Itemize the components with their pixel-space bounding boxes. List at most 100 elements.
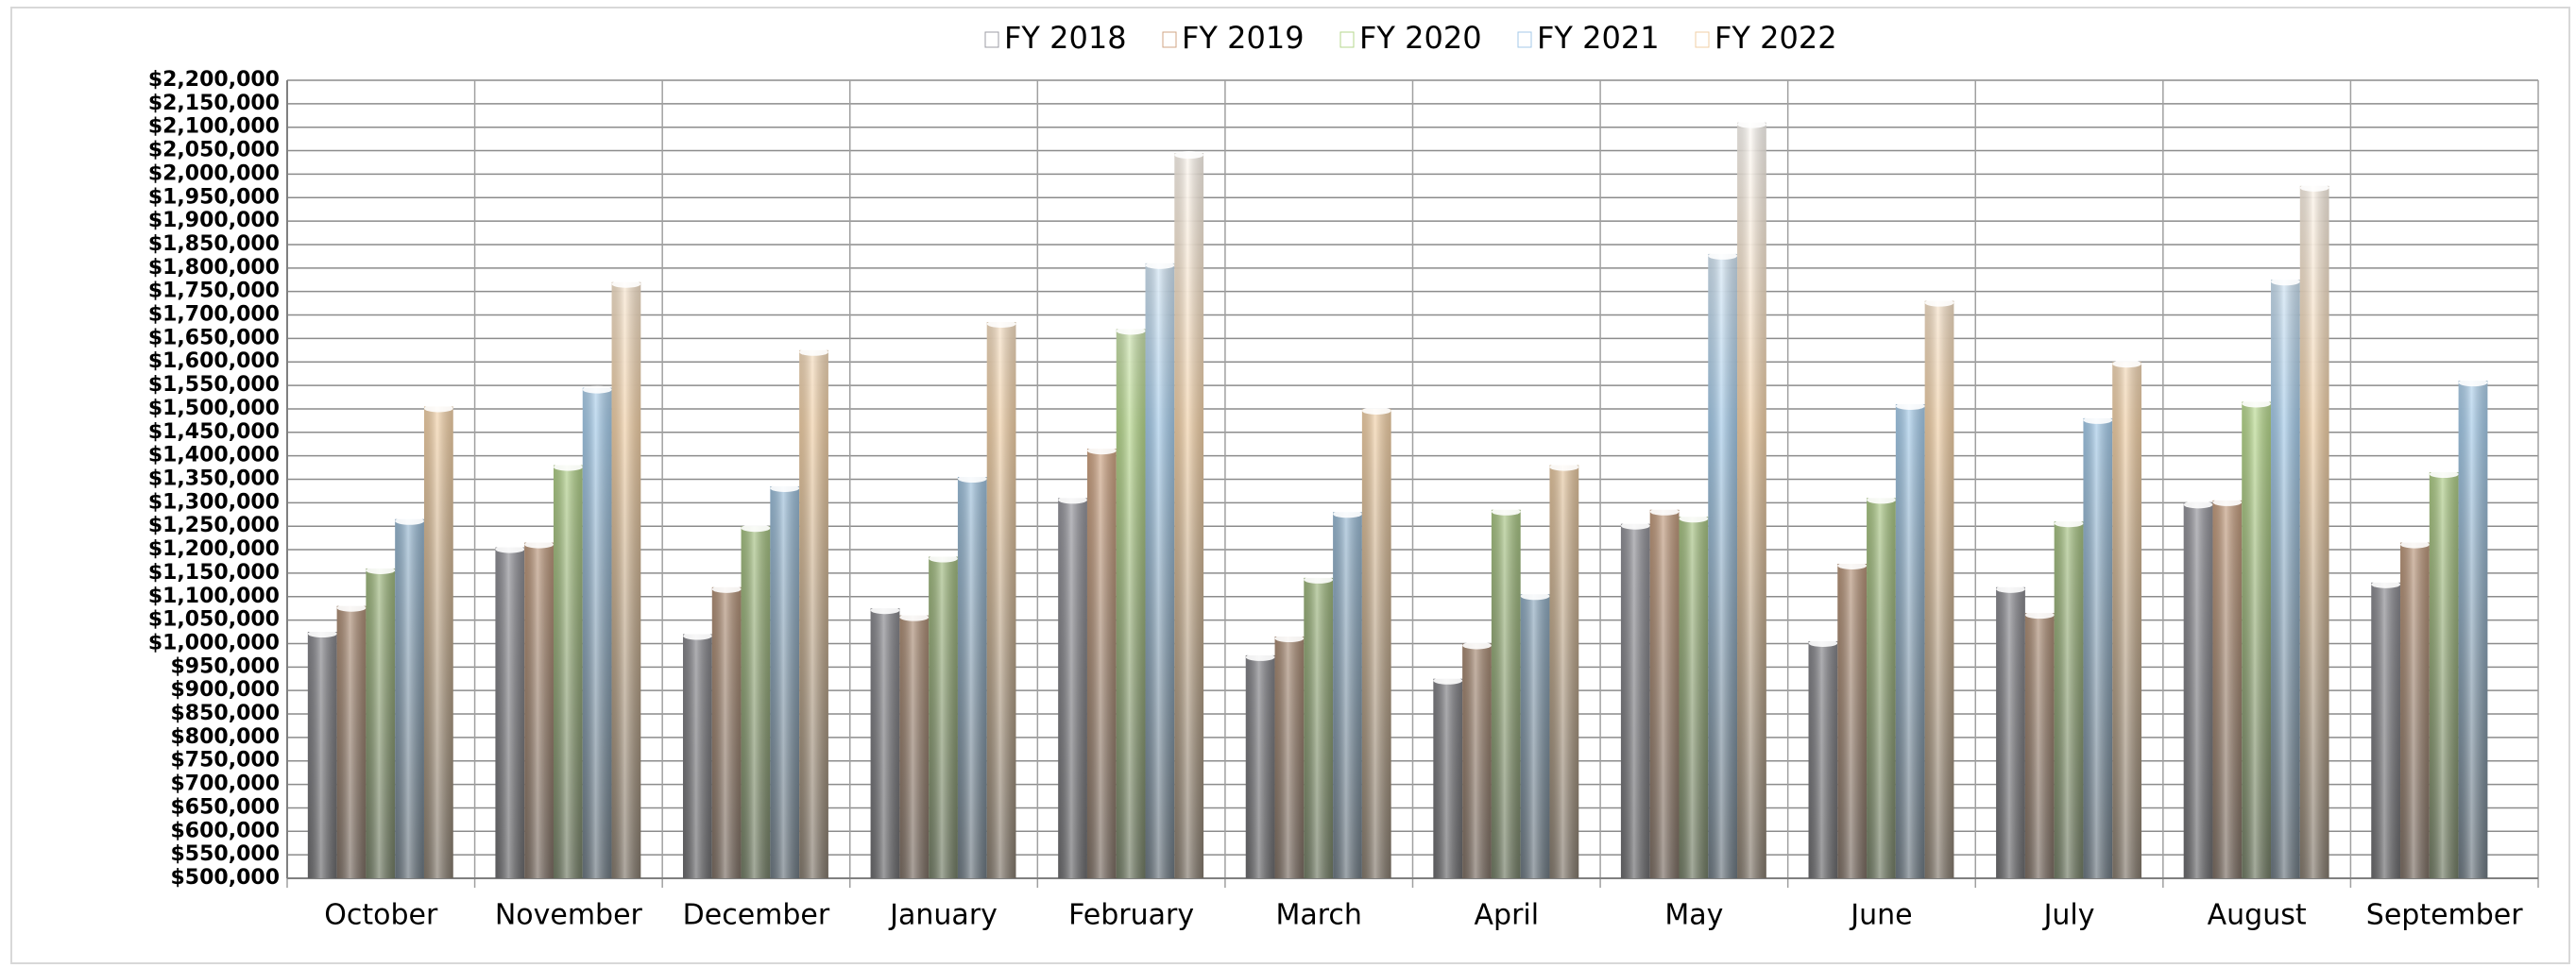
bar-cap	[2212, 498, 2243, 506]
bar-shade	[957, 477, 987, 878]
legend-label: FY 2021	[1537, 20, 1660, 56]
bar-cap	[1245, 653, 1275, 661]
y-tick-label: $1,650,000	[148, 326, 280, 349]
bar-shade	[899, 615, 930, 878]
bar-shade	[611, 281, 641, 878]
legend-label: FY 2022	[1714, 20, 1837, 56]
x-tick-label: August	[2208, 899, 2307, 932]
bar-shade	[2212, 500, 2243, 878]
bar-shade	[336, 605, 367, 878]
bar-cap	[495, 545, 525, 553]
bar-cap	[986, 319, 1016, 328]
bar-cap	[336, 603, 367, 612]
bar-cap	[1808, 638, 1838, 647]
bar-shade	[366, 568, 396, 878]
x-tick-label: May	[1664, 899, 1723, 932]
bar-cap	[1361, 406, 1391, 415]
bar-shade	[2183, 502, 2213, 878]
bar-shade	[2299, 185, 2329, 878]
y-tick-label: $1,300,000	[148, 490, 280, 514]
bar-shade	[1333, 512, 1362, 878]
y-tick-label: $900,000	[170, 678, 280, 702]
bar-cap	[2429, 470, 2459, 479]
bar-shade	[1924, 300, 1954, 878]
bar-shade	[929, 556, 958, 878]
bar-cap	[1145, 261, 1175, 269]
bar-cap	[899, 613, 930, 621]
bar-cap	[1620, 521, 1650, 530]
bar-cap	[1058, 496, 1087, 504]
bar-shade	[770, 485, 800, 878]
bar-cap	[1867, 496, 1896, 504]
bar-cap	[741, 524, 771, 533]
bar-shade	[1679, 517, 1709, 878]
bar-cap	[957, 475, 987, 484]
legend-label: FY 2019	[1182, 20, 1305, 56]
bar-cap	[582, 385, 612, 394]
bar-shade	[553, 465, 583, 878]
bar-shade	[1520, 594, 1550, 878]
bar-cap	[2083, 416, 2113, 424]
bar-cap	[1274, 635, 1305, 643]
bar-shade	[1895, 403, 1925, 878]
y-tick-label: $1,950,000	[148, 185, 280, 209]
y-tick-label: $600,000	[170, 819, 280, 842]
y-tick-label: $700,000	[170, 773, 280, 796]
bar-cap	[2371, 580, 2401, 588]
y-tick-label: $1,550,000	[148, 373, 280, 397]
x-tick-label: April	[1475, 899, 1540, 932]
bar-shade	[2371, 582, 2401, 878]
y-tick-label: $950,000	[170, 654, 280, 678]
x-tick-label: July	[2042, 899, 2095, 932]
bar-shade	[1245, 654, 1275, 878]
x-tick-label: September	[2366, 899, 2523, 932]
bar-shade	[2054, 521, 2084, 878]
bar-shade	[2083, 417, 2113, 878]
bar-shade	[1549, 465, 1579, 878]
y-tick-label: $1,900,000	[148, 209, 280, 232]
bar-cap	[1304, 575, 1334, 584]
y-tick-label: $1,100,000	[148, 585, 280, 608]
bar-shade	[1361, 408, 1391, 878]
x-tick-label: November	[495, 899, 643, 932]
bar-shade	[1708, 253, 1738, 879]
bar-shade	[307, 632, 337, 878]
bar-shade	[1996, 586, 2025, 878]
bar-shade	[1867, 498, 1896, 878]
bar-shade	[986, 321, 1016, 878]
bar-cap	[1649, 507, 1680, 516]
y-tick-label: $1,400,000	[148, 444, 280, 467]
bar-shade	[495, 547, 525, 878]
bar-shade	[2400, 542, 2430, 878]
x-tick-label: March	[1275, 899, 1361, 932]
bar-cap	[2112, 360, 2141, 368]
bar-shade	[1491, 509, 1521, 878]
bar-cap	[1116, 327, 1146, 335]
y-tick-label: $1,850,000	[148, 232, 280, 256]
bar-shade	[2429, 472, 2459, 878]
bar-shade	[799, 349, 828, 878]
y-tick-label: $1,600,000	[148, 349, 280, 373]
legend-swatch	[984, 31, 999, 48]
bar-cap	[611, 280, 641, 288]
bar-cap	[2183, 501, 2213, 509]
bar-cap	[1462, 641, 1492, 650]
y-tick-label: $1,500,000	[148, 397, 280, 420]
bar-cap	[1737, 120, 1766, 128]
bar-cap	[1086, 447, 1117, 455]
y-tick-label: $2,000,000	[148, 161, 280, 185]
x-tick-label: December	[683, 899, 830, 932]
bar-shade	[1837, 563, 1868, 878]
bar-shade	[711, 586, 742, 878]
bar-shade	[2112, 362, 2141, 878]
bar-shade	[741, 526, 771, 878]
y-tick-label: $850,000	[170, 702, 280, 725]
bar-shade	[582, 387, 612, 879]
x-tick-label: October	[324, 899, 438, 932]
bar-cap	[1924, 298, 1954, 307]
bar-shade	[2242, 401, 2272, 878]
y-tick-label: $1,350,000	[148, 467, 280, 491]
bar-cap	[1174, 151, 1204, 160]
bar-cap	[2271, 278, 2300, 286]
